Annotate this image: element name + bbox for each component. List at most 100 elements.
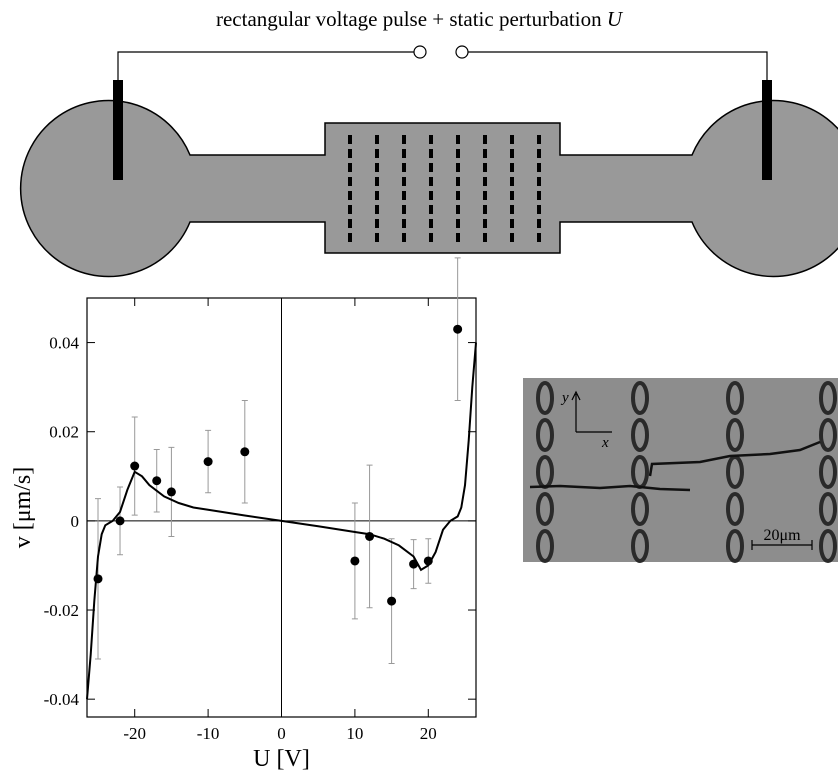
electrode-dash (483, 149, 487, 158)
electrode (762, 80, 772, 180)
electrode-dash (483, 177, 487, 186)
electrode-dash (537, 163, 541, 172)
electrode-dash (510, 205, 514, 214)
electrode-dash (483, 219, 487, 228)
electrode-dash (537, 135, 541, 144)
electrode-dash (456, 149, 460, 158)
electrode-dash (375, 219, 379, 228)
electrode-dash (483, 135, 487, 144)
label-symbol: U (607, 7, 624, 31)
data-point (350, 556, 359, 565)
electrode-dash (375, 205, 379, 214)
electrode-dash (537, 149, 541, 158)
electrode-dash (456, 219, 460, 228)
electrode-dash (375, 233, 379, 242)
electrode-dash (429, 205, 433, 214)
terminal (456, 46, 468, 58)
electrode-dash (510, 177, 514, 186)
electrode-dash (510, 219, 514, 228)
channel-diagram (21, 100, 838, 276)
x-tick-label: 10 (346, 724, 363, 743)
electrode-dash (456, 205, 460, 214)
electrode-dash (402, 135, 406, 144)
chart: -20 -10 0 10 20 -0.04 -0.02 0 0.02 0.04 U [V] v [μm… (10, 258, 476, 772)
wire (468, 52, 767, 80)
electrode-dash (429, 163, 433, 172)
electrode-dash (510, 135, 514, 144)
electrode-dash (429, 219, 433, 228)
electrode-dash (483, 191, 487, 200)
x-tick-label: 0 (277, 724, 286, 743)
electrode-dash (348, 205, 352, 214)
axis-x-label: x (601, 435, 609, 451)
terminal (414, 46, 426, 58)
electrode-dash (402, 233, 406, 242)
y-tick-label: -0.04 (44, 690, 80, 709)
y-tick-label: 0.04 (49, 334, 79, 353)
electrode-dash (510, 149, 514, 158)
electrode-dash (429, 233, 433, 242)
electrode-dash (375, 177, 379, 186)
data-point (152, 476, 161, 485)
electrode-dash (402, 177, 406, 186)
electrode-dash (375, 135, 379, 144)
electrode-dash (348, 177, 352, 186)
electrode-dash (348, 233, 352, 242)
data-point (240, 447, 249, 456)
x-axis-label: U [V] (253, 746, 310, 772)
data-point (453, 325, 462, 334)
electrode-dash (402, 191, 406, 200)
electrode-dash (456, 233, 460, 242)
electrode-dash (348, 135, 352, 144)
electrode-dash (456, 177, 460, 186)
electrode-dash (402, 219, 406, 228)
data-point (204, 457, 213, 466)
data-point (387, 597, 396, 606)
electrode-dash (402, 163, 406, 172)
data-point (130, 462, 139, 471)
electrode-dash (537, 233, 541, 242)
electrode-dash (537, 191, 541, 200)
wire (118, 52, 414, 80)
electrode (113, 80, 123, 180)
electrode-dash (456, 135, 460, 144)
electrode-dash (429, 149, 433, 158)
electrode-dash (483, 233, 487, 242)
electrode-dash (429, 191, 433, 200)
electrode-dash (510, 191, 514, 200)
label-text: rectangular voltage pulse + static pertu… (216, 7, 602, 31)
x-tick-label: -10 (197, 724, 220, 743)
micrograph: y x 20μm (523, 378, 838, 562)
electrode-dash (348, 149, 352, 158)
electrode-dash (483, 163, 487, 172)
x-tick-label: -20 (123, 724, 146, 743)
electrode-dash (375, 163, 379, 172)
data-point (94, 574, 103, 583)
electrode-dash (402, 205, 406, 214)
y-axis-label: v [μm/s] (10, 467, 36, 549)
data-point (167, 487, 176, 496)
axis-y-label: y (560, 390, 569, 406)
data-point (116, 516, 125, 525)
y-tick-label: 0 (71, 512, 80, 531)
electrode-dash (429, 177, 433, 186)
electrode-dash (456, 163, 460, 172)
electrode-dash (375, 149, 379, 158)
electrode-dash (510, 233, 514, 242)
electrode-dash (483, 205, 487, 214)
electrode-dash (348, 163, 352, 172)
electrode-dash (375, 191, 379, 200)
electrode-dash (537, 177, 541, 186)
scale-bar-label: 20μm (763, 527, 801, 544)
electrode-dash (348, 191, 352, 200)
electrode-dash (456, 191, 460, 200)
x-tick-label: 20 (420, 724, 437, 743)
y-tick-label: 0.02 (49, 423, 79, 442)
electrode-dash (348, 219, 352, 228)
y-tick-label: -0.02 (44, 601, 79, 620)
diagram-label: rectangular voltage pulse + static pertu… (216, 7, 624, 31)
electrode-dash (402, 149, 406, 158)
electrode-dash (537, 205, 541, 214)
electrode-dash (537, 219, 541, 228)
electrode-dash (429, 135, 433, 144)
